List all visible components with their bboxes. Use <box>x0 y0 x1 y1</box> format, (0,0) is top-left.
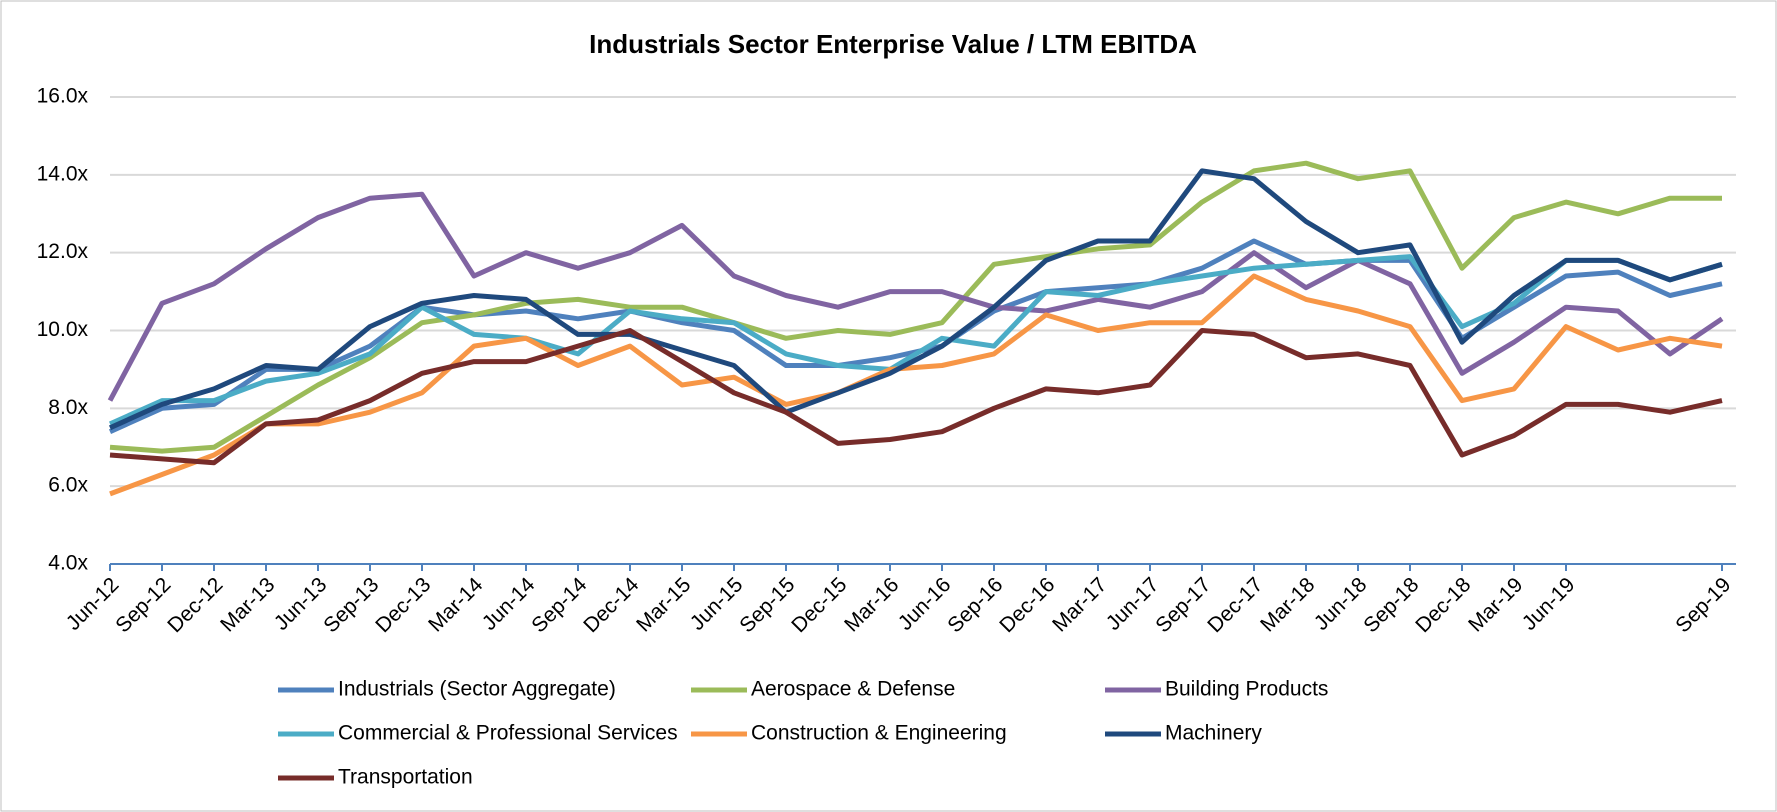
y-tick-label: 6.0x <box>48 474 88 497</box>
series-line <box>108 168 1723 431</box>
legend-label: Machinery <box>1165 722 1262 745</box>
y-tick-label: 10.0x <box>37 318 89 341</box>
legend-label: Aerospace & Defense <box>751 678 955 701</box>
y-tick-label: 12.0x <box>37 240 89 263</box>
chart-title: Industrials Sector Enterprise Value / LT… <box>589 29 1197 59</box>
legend-label: Commercial & Professional Services <box>338 722 678 745</box>
legend-label: Building Products <box>1165 678 1328 701</box>
y-tick-label: 16.0x <box>37 85 89 108</box>
legend-label: Transportation <box>338 766 473 789</box>
y-tick-label: 14.0x <box>37 162 89 185</box>
series-line <box>109 328 1723 466</box>
series-line <box>108 254 1723 427</box>
legend-label: Construction & Engineering <box>751 722 1007 745</box>
y-tick-label: 8.0x <box>48 396 88 419</box>
y-tick-label: 4.0x <box>48 552 88 575</box>
legend-label: Industrials (Sector Aggregate) <box>338 678 616 701</box>
series-line <box>109 273 1723 497</box>
series-line <box>109 160 1722 454</box>
series-line <box>107 191 1724 402</box>
